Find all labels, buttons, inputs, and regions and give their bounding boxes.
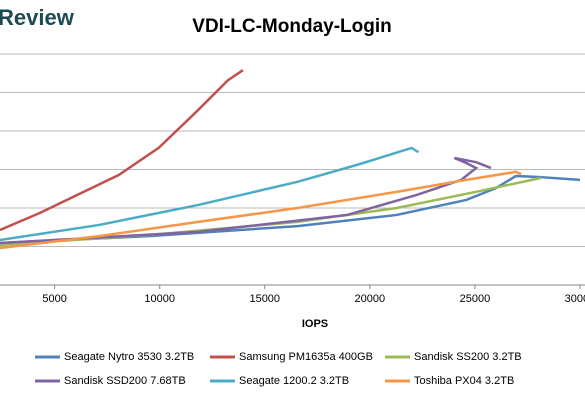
x-tick-label: 20000: [355, 293, 386, 305]
legend-label: Seagate Nytro 3530 3.2TB: [64, 351, 194, 363]
legend-label: Seagate 1200.2 3.2TB: [239, 375, 349, 387]
series-line: [0, 170, 522, 250]
x-tick-label: 25000: [460, 293, 491, 305]
x-tick-label: 30000: [565, 293, 585, 305]
legend-label: Sandisk SS200 3.2TB: [414, 351, 522, 363]
series-line: [0, 156, 492, 245]
legend-label: Samsung PM1635a 400GB: [239, 351, 373, 363]
legend-label: Sandisk SSD200 7.68TB: [64, 375, 186, 387]
x-tick-label: 5000: [42, 293, 66, 305]
series-line: [0, 146, 420, 242]
x-axis-label: IOPS: [302, 318, 328, 330]
logo: Review: [0, 5, 75, 30]
x-tick-label: 15000: [249, 293, 280, 305]
legend-label: Toshiba PX04 3.2TB: [414, 375, 514, 387]
chart-title: VDI-LC-Monday-Login: [192, 16, 391, 37]
series-line: [0, 69, 244, 232]
x-tick-label: 10000: [144, 293, 175, 305]
